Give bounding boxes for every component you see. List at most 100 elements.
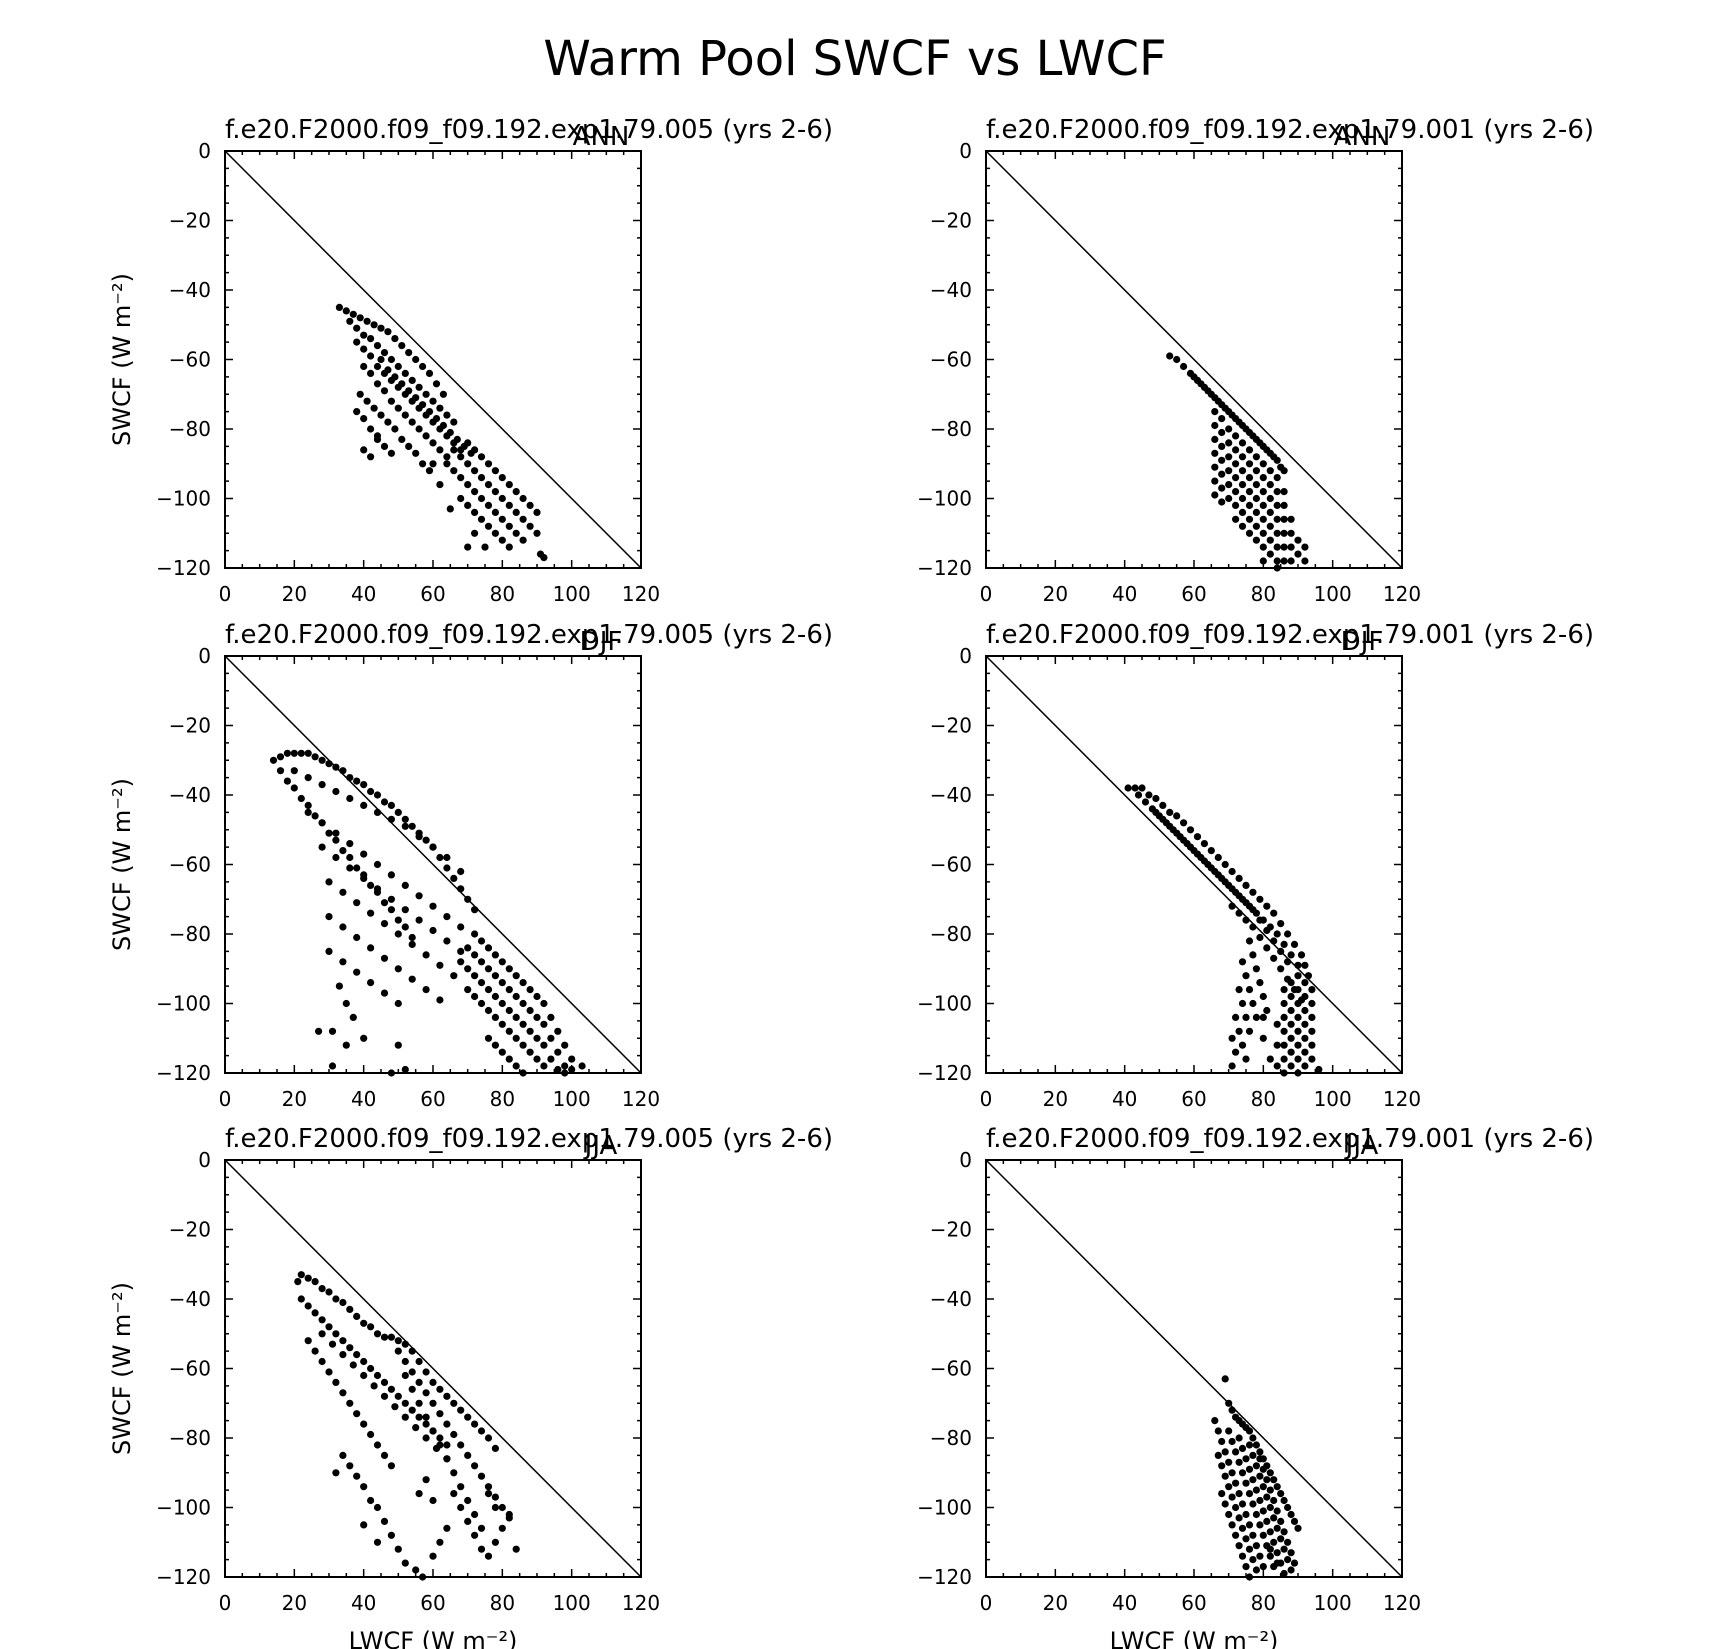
data-point — [450, 446, 458, 454]
data-point — [422, 986, 430, 994]
data-point — [394, 1545, 402, 1553]
data-point — [380, 1451, 389, 1459]
y-tick-label: 0 — [198, 139, 211, 163]
data-point — [1273, 930, 1281, 938]
y-tick-label: −100 — [917, 1496, 972, 1520]
data-point — [1211, 491, 1219, 499]
data-point — [294, 1278, 302, 1286]
data-point — [460, 442, 468, 450]
data-point — [1173, 812, 1181, 820]
y-tick-label: −40 — [169, 1287, 211, 1311]
data-point — [484, 1006, 493, 1015]
y-tick-label: −120 — [156, 556, 211, 580]
data-point — [419, 401, 427, 409]
data-point — [471, 1420, 479, 1428]
data-point — [1252, 536, 1260, 544]
data-point — [1252, 435, 1260, 443]
data-point — [1225, 1427, 1233, 1435]
data-point — [356, 314, 364, 322]
data-point — [491, 508, 499, 516]
data-point — [394, 999, 402, 1008]
data-point — [391, 425, 399, 433]
data-point — [436, 996, 444, 1004]
data-point — [360, 345, 368, 353]
data-point — [457, 1406, 465, 1414]
reference-line — [985, 150, 1403, 569]
x-tick-label: 120 — [1383, 582, 1421, 606]
data-point — [491, 1503, 499, 1512]
data-point — [353, 864, 361, 872]
data-point — [297, 749, 305, 757]
data-point — [471, 1510, 479, 1519]
y-tick-label: −100 — [156, 1496, 211, 1520]
data-point — [1242, 1455, 1250, 1463]
data-point — [360, 1420, 368, 1428]
data-point — [346, 840, 354, 848]
data-point — [1290, 1517, 1299, 1525]
data-point — [1294, 1027, 1302, 1035]
data-point — [332, 763, 340, 771]
data-point — [484, 1552, 493, 1560]
data-point — [1287, 543, 1295, 551]
data-point — [498, 1524, 506, 1532]
data-point — [1245, 986, 1254, 994]
data-point — [318, 781, 326, 789]
data-point — [1141, 798, 1150, 806]
data-point — [477, 1472, 486, 1480]
y-tick-label: 0 — [198, 1148, 211, 1172]
data-point — [1245, 1545, 1254, 1553]
data-point — [1280, 543, 1288, 551]
data-point — [1273, 474, 1281, 482]
x-tick-label: 100 — [1314, 582, 1352, 606]
data-point — [398, 435, 406, 443]
data-point — [1266, 550, 1274, 558]
data-point — [1263, 1493, 1271, 1501]
x-tick-label: 0 — [980, 1591, 993, 1615]
data-point — [498, 474, 506, 482]
data-point — [1245, 488, 1254, 496]
data-point — [1259, 557, 1267, 565]
data-point — [1270, 909, 1278, 917]
data-point — [568, 1065, 576, 1074]
data-point — [401, 815, 409, 823]
data-point — [1238, 494, 1247, 503]
x-tick-label: 80 — [490, 1087, 515, 1111]
data-point — [346, 864, 354, 872]
data-point — [1232, 474, 1240, 482]
y-axis-label: SWCF (W m⁻²) — [108, 1282, 136, 1455]
data-point — [1308, 999, 1316, 1008]
data-point — [450, 467, 458, 475]
x-tick-label: 60 — [420, 1591, 445, 1615]
data-point — [367, 335, 375, 343]
data-point — [1280, 1041, 1288, 1049]
data-point — [1287, 992, 1295, 1001]
data-point — [484, 460, 493, 468]
data-point — [367, 909, 375, 917]
data-point — [380, 989, 389, 997]
data-point — [1221, 1472, 1229, 1480]
data-point — [1273, 557, 1281, 565]
data-point — [335, 982, 343, 990]
data-point — [401, 881, 409, 890]
data-point — [436, 853, 444, 862]
y-tick-label: −100 — [917, 992, 972, 1016]
data-point — [360, 1319, 368, 1327]
data-point — [276, 767, 285, 775]
data-point — [401, 1413, 409, 1421]
data-point — [512, 508, 520, 516]
data-point — [1245, 515, 1254, 523]
data-point — [353, 338, 361, 346]
x-tick-label: 40 — [351, 582, 376, 606]
data-point — [1277, 965, 1285, 973]
data-points — [1124, 784, 1323, 1077]
x-tick-label: 120 — [622, 1087, 660, 1111]
data-point — [1270, 954, 1278, 962]
data-point — [1245, 529, 1254, 537]
data-point — [471, 488, 479, 496]
data-point — [1249, 1476, 1257, 1484]
data-point — [1211, 394, 1219, 402]
data-point — [325, 1368, 333, 1376]
data-point — [1200, 857, 1208, 865]
data-point — [1256, 1472, 1264, 1480]
y-tick-label: −20 — [930, 714, 972, 738]
